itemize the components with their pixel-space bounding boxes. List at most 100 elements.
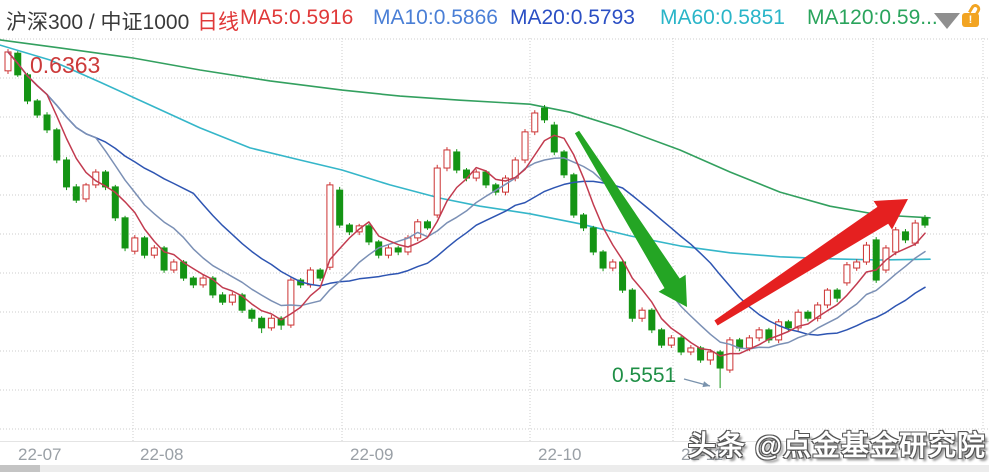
candle-body <box>589 227 597 253</box>
candle-body <box>755 329 763 339</box>
candle-body <box>580 214 588 229</box>
candle-body <box>43 114 51 131</box>
candle-body <box>248 309 256 319</box>
ma-label-ma10: MA10:0.5866 <box>373 6 498 29</box>
candle-body <box>687 347 695 353</box>
dropdown-triangle-icon[interactable] <box>934 13 960 29</box>
horizontal-scrollbar[interactable] <box>0 465 989 472</box>
scrollbar-thumb[interactable] <box>0 465 40 472</box>
candle-body <box>277 317 285 326</box>
candle-body <box>921 217 929 226</box>
low-price-label: 0.5551 <box>612 364 677 387</box>
lock-body: ! <box>962 13 979 27</box>
candle-body <box>560 151 568 176</box>
candle-body <box>53 129 61 161</box>
candle-body <box>862 244 870 263</box>
candle-body <box>414 221 422 239</box>
candle-body <box>384 247 392 256</box>
x-axis-label: 22-10 <box>538 445 582 464</box>
ma-label-ma60: MA60:0.5851 <box>660 6 785 29</box>
candle-body <box>111 186 119 219</box>
symbol-title: 沪深300 / 中证1000 <box>6 11 190 34</box>
candle-body <box>853 261 861 269</box>
candle-body <box>609 261 617 269</box>
candle-body <box>150 247 158 256</box>
candle-body <box>209 277 217 296</box>
candle-body <box>141 237 149 256</box>
uptrend-arrow <box>714 199 908 326</box>
candle-body <box>258 317 266 329</box>
candle-body <box>472 171 480 179</box>
candle-body <box>794 311 802 329</box>
candle-body <box>911 222 919 244</box>
candle-body <box>453 151 461 171</box>
candle-body <box>570 174 578 216</box>
candle-body <box>433 167 441 216</box>
candle-body <box>843 264 851 284</box>
candle-body <box>63 159 71 188</box>
candle-body <box>228 294 236 303</box>
candle-body <box>326 184 334 268</box>
candle-body <box>33 100 41 116</box>
ma-line-ma60 <box>0 44 931 261</box>
high-price-label: 0.6363 <box>30 52 101 78</box>
candle-body <box>82 184 90 200</box>
candle-body <box>404 237 412 253</box>
candle-body <box>365 225 373 243</box>
candle-body <box>394 247 402 253</box>
candle-body <box>531 112 539 133</box>
ma-line-ma5 <box>7 51 926 357</box>
candle-body <box>784 321 792 329</box>
candle-body <box>901 231 909 241</box>
candle-body <box>423 221 431 229</box>
candle-body <box>619 261 627 291</box>
candle-body <box>882 247 890 271</box>
candle-body <box>638 309 646 319</box>
x-axis: 22-07 22-08 22-09 22-10 22-11 <box>0 441 989 465</box>
candle-body <box>814 304 822 319</box>
ma-label-ma120: MA120:0.59... <box>807 6 938 29</box>
candle-body <box>443 149 451 169</box>
candle-body <box>833 289 841 299</box>
candle-body <box>131 237 139 252</box>
ma-label-ma5: MA5:0.5916 <box>240 6 354 29</box>
lock-icon[interactable]: ! <box>962 2 986 30</box>
candle-body <box>892 229 900 253</box>
timeframe-label: 日线 <box>197 11 239 34</box>
candle-body <box>345 224 353 233</box>
chart-header: 沪深300 / 中证1000 日线 MA5:0.5916 MA10:0.5866 M… <box>0 0 989 37</box>
candle-body <box>823 289 831 306</box>
candle-body <box>648 309 656 331</box>
candle-body <box>160 247 168 271</box>
low-label-arrowhead <box>702 381 710 388</box>
candle-body <box>72 186 80 201</box>
candle-body <box>238 294 246 311</box>
candle-body <box>628 289 636 319</box>
candle-body <box>804 311 812 319</box>
candle-body <box>541 107 549 121</box>
candle-body <box>267 317 275 329</box>
candle-body <box>336 189 344 226</box>
candle-body <box>482 171 490 186</box>
x-axis-label: 22-09 <box>350 445 394 464</box>
candle-body <box>667 337 675 346</box>
candle-body <box>316 269 324 279</box>
ma-line-ma20 <box>7 51 926 336</box>
candle-body <box>677 337 685 353</box>
candle-body <box>287 279 295 326</box>
candle-body <box>306 269 314 286</box>
watermark: 头条 @点金基金研究院 <box>687 430 986 461</box>
candle-body <box>775 321 783 341</box>
ma-line-ma10 <box>7 51 926 350</box>
candle-body <box>716 351 724 369</box>
x-axis-label: 22-08 <box>140 445 184 464</box>
candle-body <box>199 277 207 286</box>
downtrend-arrow <box>574 130 687 307</box>
candle-body <box>189 277 197 286</box>
candle-body <box>121 217 129 249</box>
candle-body <box>170 261 178 271</box>
ma-line-ma120 <box>0 39 931 219</box>
candle-body <box>219 294 227 303</box>
x-axis-label: 22-07 <box>18 445 62 464</box>
